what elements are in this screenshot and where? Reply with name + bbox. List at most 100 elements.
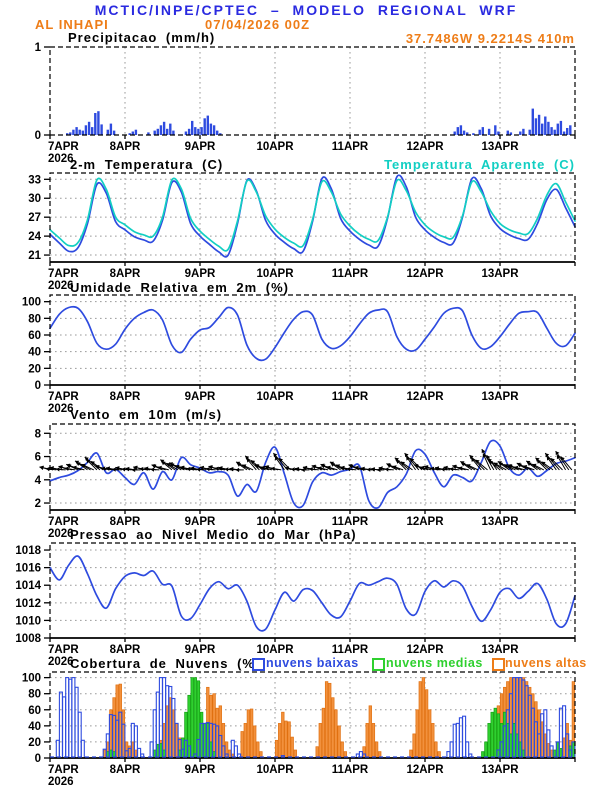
wind-title: Vento em 10m (m/s) [70,407,223,422]
svg-text:7APR: 7APR [48,516,79,528]
svg-text:4: 4 [35,475,42,487]
svg-text:60: 60 [28,330,41,342]
svg-text:6: 6 [35,452,41,464]
svg-text:1008: 1008 [15,633,41,645]
run-datetime: 07/04/2026 00Z [205,17,311,32]
svg-text:40: 40 [28,721,41,733]
svg-text:2026: 2026 [48,776,74,788]
svg-text:12APR: 12APR [406,391,444,403]
svg-text:7APR: 7APR [48,764,79,776]
svg-text:8APR: 8APR [110,644,141,656]
svg-text:24: 24 [28,231,41,243]
svg-text:1014: 1014 [15,580,41,592]
svg-text:100: 100 [22,297,41,309]
svg-text:7APR: 7APR [48,268,79,280]
svg-text:8APR: 8APR [110,268,141,280]
svg-text:21: 21 [28,250,41,262]
svg-text:2026: 2026 [48,528,74,540]
model-title: MCTIC/INPE/CPTEC – MODELO REGIONAL WRF [94,2,518,18]
svg-text:80: 80 [28,689,41,701]
svg-text:20: 20 [28,737,41,749]
high-clouds-swatch-icon [492,658,505,671]
precipitation-title: Precipitacao (mm/h) [68,30,216,45]
svg-text:11APR: 11APR [332,391,369,403]
svg-text:2: 2 [35,498,41,510]
svg-text:10APR: 10APR [256,141,294,153]
svg-text:0: 0 [35,380,41,392]
svg-text:8APR: 8APR [110,764,141,776]
svg-text:11APR: 11APR [332,141,369,153]
svg-text:13APR: 13APR [481,764,519,776]
svg-text:9APR: 9APR [185,516,216,528]
pressure-title: Pressao ao Nivel Medio do Mar (hPa) [70,527,357,542]
svg-text:10APR: 10APR [256,516,294,528]
svg-text:10APR: 10APR [256,268,294,280]
svg-text:11APR: 11APR [332,764,369,776]
svg-text:20: 20 [28,363,41,375]
svg-text:8APR: 8APR [110,391,141,403]
temperature-title: 2-m Temperatura (C) [70,157,224,172]
svg-text:13APR: 13APR [481,516,519,528]
svg-text:13APR: 13APR [481,391,519,403]
svg-text:1016: 1016 [15,563,41,575]
svg-text:8APR: 8APR [110,141,141,153]
svg-text:13APR: 13APR [481,141,519,153]
svg-text:10APR: 10APR [256,391,294,403]
svg-text:0: 0 [35,130,41,142]
svg-text:2026: 2026 [48,280,74,292]
svg-text:0: 0 [35,753,41,765]
svg-text:10APR: 10APR [256,764,294,776]
svg-text:8: 8 [35,428,42,440]
apparent-temperature-title: Temperatura Aparente (C) [384,157,575,172]
svg-text:7APR: 7APR [48,644,79,656]
svg-text:13APR: 13APR [481,268,519,280]
svg-text:11APR: 11APR [332,644,369,656]
svg-text:2026: 2026 [48,656,74,668]
svg-text:80: 80 [28,313,41,325]
svg-text:33: 33 [28,174,41,186]
svg-text:12APR: 12APR [406,141,444,153]
station-name: AL INHAPI [35,17,109,32]
mid-clouds-swatch-icon [372,658,385,671]
svg-text:12APR: 12APR [406,764,444,776]
svg-text:1012: 1012 [15,598,41,610]
svg-text:1: 1 [35,42,42,54]
svg-text:11APR: 11APR [332,268,369,280]
svg-text:2026: 2026 [48,153,74,165]
svg-text:11APR: 11APR [332,516,369,528]
svg-text:9APR: 9APR [185,644,216,656]
svg-text:1018: 1018 [15,545,41,557]
svg-text:60: 60 [28,705,41,717]
svg-text:9APR: 9APR [185,764,216,776]
svg-text:40: 40 [28,347,41,359]
svg-text:9APR: 9APR [185,141,216,153]
svg-text:2026: 2026 [48,403,74,415]
svg-text:12APR: 12APR [406,644,444,656]
svg-text:100: 100 [22,673,41,685]
svg-text:7APR: 7APR [48,391,79,403]
svg-text:10APR: 10APR [256,644,294,656]
legend-low-clouds: nuvens baixas [266,656,359,670]
cloud-cover-title: Cobertura de Nuvens (%) [70,656,261,671]
svg-text:12APR: 12APR [406,268,444,280]
low-clouds-swatch-icon [252,658,265,671]
svg-text:9APR: 9APR [185,268,216,280]
legend-mid-clouds: nuvens medias [386,656,483,670]
svg-text:8APR: 8APR [110,516,141,528]
svg-text:1010: 1010 [15,615,41,627]
svg-text:12APR: 12APR [406,516,444,528]
svg-text:13APR: 13APR [481,644,519,656]
svg-text:9APR: 9APR [185,391,216,403]
station-coordinates: 37.7486W 9.2214S 410m [405,31,575,46]
svg-text:27: 27 [28,212,41,224]
legend-high-clouds: nuvens altas [505,656,587,670]
svg-text:7APR: 7APR [48,141,79,153]
humidity-title: Umidade Relativa em 2m (%) [70,280,290,295]
